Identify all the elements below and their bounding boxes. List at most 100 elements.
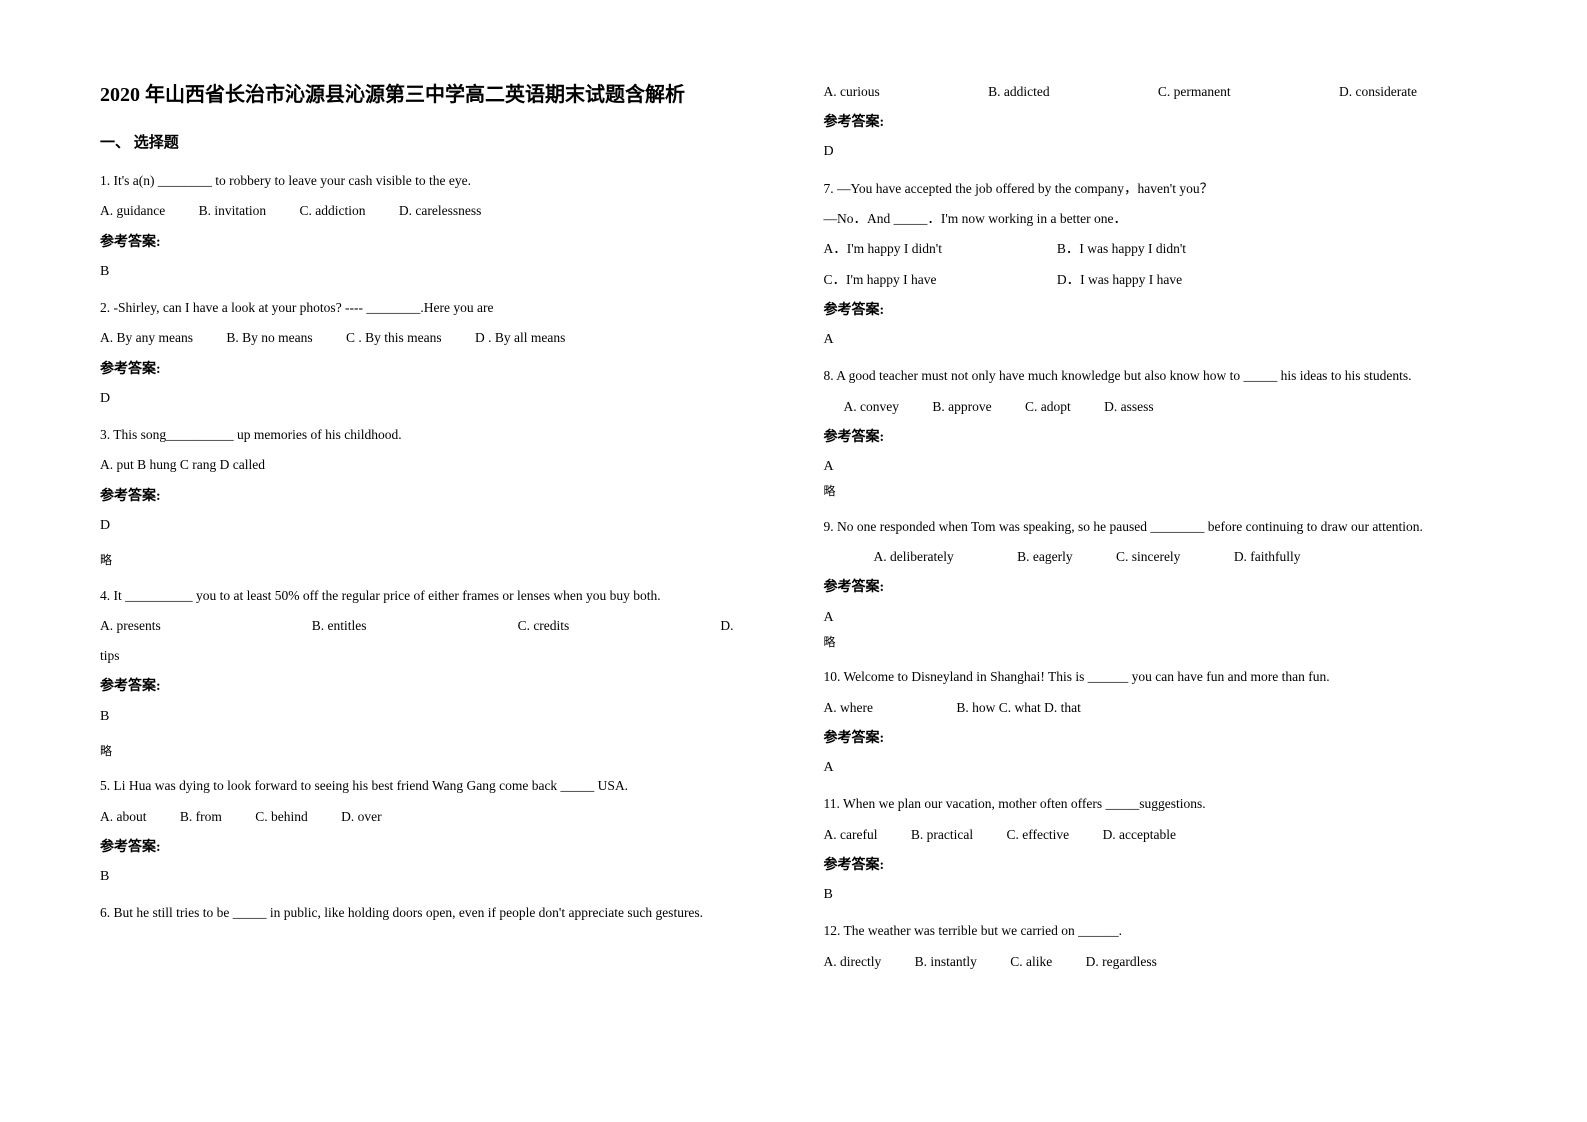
option-c: C. credits [518,614,570,638]
question-9: 9. No one responded when Tom was speakin… [824,515,1488,539]
answer-value: A [824,755,1488,780]
option-b: B. entitles [312,614,367,638]
option-a: A. guidance [100,203,165,218]
option-c: C. alike [1010,954,1052,969]
option-d: D. over [341,809,382,824]
question-num: 8. [824,368,837,383]
question-num: 1. [100,173,114,188]
option-b: B. from [180,809,222,824]
question-text: -Shirley, can I have a look at your phot… [114,300,494,315]
option-c: C . By this means [346,330,442,345]
option-d: D. faithfully [1234,549,1301,564]
question-num: 6. [100,905,114,920]
question-8: 8. A good teacher must not only have muc… [824,364,1488,388]
answer-value: B [100,259,764,284]
question-text: It __________ you to at least 50% off th… [114,588,661,603]
question-text: A good teacher must not only have much k… [836,368,1411,383]
question-1: 1. It's a(n) ________ to robbery to leav… [100,169,764,193]
question-4-options: A. presents B. entitles C. credits D. [100,614,764,638]
option-b: B. invitation [199,203,267,218]
question-num: 11. [824,796,844,811]
answer-label: 参考答案: [824,425,1488,450]
question-2: 2. -Shirley, can I have a look at your p… [100,296,764,320]
option-b: B．I was happy I didn't [1057,241,1186,256]
option-a: A. convey [844,399,899,414]
document-title: 2020 年山西省长治市沁源县沁源第三中学高二英语期末试题含解析 [100,80,764,110]
option-b: B. instantly [915,954,977,969]
answer-label: 参考答案: [100,674,764,699]
question-5-options: A. about B. from C. behind D. over [100,805,764,829]
option-c: C. adopt [1025,399,1071,414]
section-header: 一、 选择题 [100,130,764,157]
option-b: B. approve [932,399,991,414]
option-c: C．I'm happy I have [824,268,1024,292]
option-b: B. addicted [988,80,1049,104]
answer-label: 参考答案: [100,230,764,255]
option-d: D . By all means [475,330,565,345]
question-7-options-row1: A．I'm happy I didn't B．I was happy I did… [824,237,1488,261]
question-num: 5. [100,778,114,793]
answer-value: B [100,864,764,889]
question-num: 4. [100,588,114,603]
option-d: D. carelessness [399,203,481,218]
question-2-options: A. By any means B. By no means C . By th… [100,326,764,350]
question-3: 3. This song__________ up memories of hi… [100,423,764,447]
option-c: C. permanent [1158,80,1231,104]
option-a: A. directly [824,954,882,969]
option-d: D. considerate [1339,80,1417,104]
left-column: 2020 年山西省长治市沁源县沁源第三中学高二英语期末试题含解析 一、 选择题 … [100,80,764,1082]
question-text: The weather was terrible but we carried … [844,923,1123,938]
question-num: 2. [100,300,114,315]
option-a: A. where [824,700,873,715]
question-11-options: A. careful B. practical C. effective D. … [824,823,1488,847]
question-8-options: A. convey B. approve C. adopt D. assess [824,395,1488,419]
option-c: C. effective [1006,827,1069,842]
answer-value: A [824,327,1488,352]
question-4: 4. It __________ you to at least 50% off… [100,584,764,608]
option-d: D. [720,614,733,638]
question-text: This song__________ up memories of his c… [113,427,401,442]
options-line: A. put B hung C rang D called [100,457,265,472]
question-6-options: A. curious B. addicted C. permanent D. c… [824,80,1488,104]
question-5: 5. Li Hua was dying to look forward to s… [100,774,764,798]
option-d: D．I was happy I have [1057,272,1182,287]
answer-label: 参考答案: [824,853,1488,878]
question-7: 7. —You have accepted the job offered by… [824,177,1488,201]
answer-value: D [824,139,1488,164]
options-rest: B. how C. what D. that [956,700,1081,715]
option-d: D. acceptable [1103,827,1176,842]
option-a: A. about [100,809,147,824]
question-1-options: A. guidance B. invitation C. addiction D… [100,199,764,223]
question-num: 12. [824,923,844,938]
question-12: 12. The weather was terrible but we carr… [824,919,1488,943]
answer-note: 略 [824,632,1488,654]
answer-value: A [824,454,1488,479]
option-d: D. regardless [1086,954,1157,969]
right-column: A. curious B. addicted C. permanent D. c… [824,80,1488,1082]
answer-label: 参考答案: [824,110,1488,135]
answer-value: B [824,882,1488,907]
option-d: D. assess [1104,399,1154,414]
answer-value: D [100,513,764,538]
question-7-line2: —No．And _____．I'm now working in a bette… [824,207,1488,231]
question-7-options-row2: C．I'm happy I have D．I was happy I have [824,268,1488,292]
answer-label: 参考答案: [100,357,764,382]
question-num: 10. [824,669,844,684]
option-b: B. eagerly [1017,549,1072,564]
option-c: C. behind [255,809,308,824]
question-10: 10. Welcome to Disneyland in Shanghai! T… [824,665,1488,689]
question-10-options: A. where B. how C. what D. that [824,696,1488,720]
question-6: 6. But he still tries to be _____ in pub… [100,901,764,925]
option-c: C. sincerely [1116,549,1180,564]
question-text: Welcome to Disneyland in Shanghai! This … [844,669,1330,684]
question-3-options: A. put B hung C rang D called [100,453,764,477]
option-b: B. By no means [226,330,312,345]
question-text: When we plan our vacation, mother often … [843,796,1206,811]
answer-value: D [100,386,764,411]
answer-label: 参考答案: [824,298,1488,323]
answer-label: 参考答案: [100,484,764,509]
option-c: C. addiction [299,203,365,218]
option-a: A. curious [824,80,880,104]
question-11: 11. When we plan our vacation, mother of… [824,792,1488,816]
question-4-extra: tips [100,644,764,668]
